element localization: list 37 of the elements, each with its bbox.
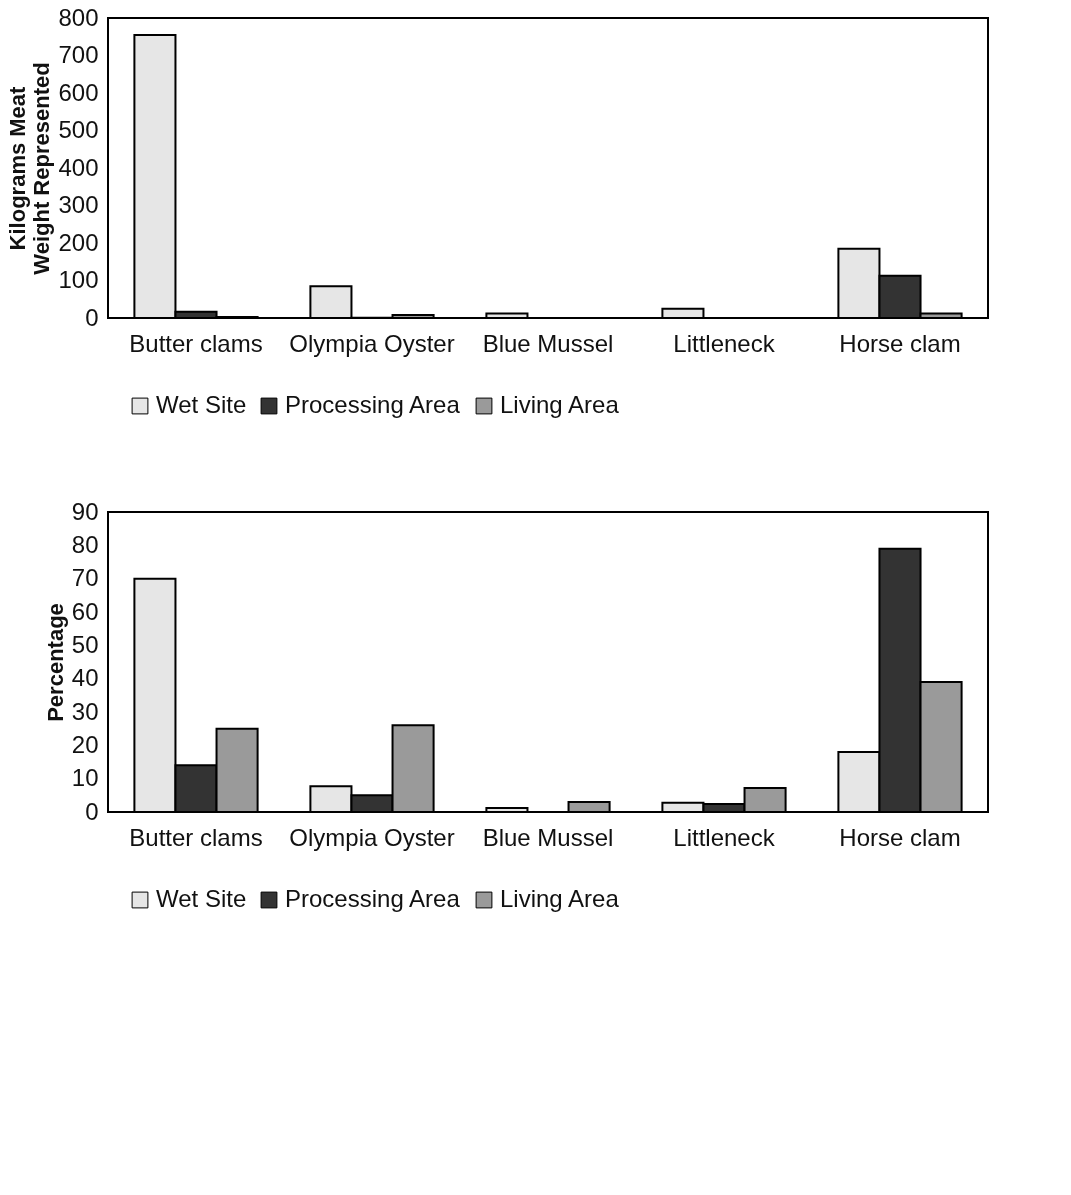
- y-axis-title: Percentage: [42, 603, 68, 722]
- legend-label: Wet Site: [156, 885, 247, 912]
- y-tick-label: 90: [71, 497, 99, 525]
- y-tick-label: 0: [85, 797, 99, 825]
- legend-label: Processing Area: [285, 885, 461, 912]
- y-axis-title: Kilograms Meat Weight Represented: [5, 62, 55, 275]
- x-tick-label: Littleneck: [673, 823, 776, 851]
- y-tick-label: 60: [71, 597, 99, 625]
- legend-label: Living Area: [500, 885, 620, 912]
- y-tick-label: 100: [58, 266, 99, 293]
- x-tick-label: Horse clam: [839, 329, 961, 357]
- legend-label: Processing Area: [285, 391, 461, 418]
- y-tick-label: 30: [71, 697, 99, 725]
- y-tick-label: 300: [58, 191, 99, 218]
- y-tick-label: 700: [58, 41, 99, 68]
- y-tick-label: 20: [71, 730, 99, 758]
- x-tick-label: Blue Mussel: [482, 329, 614, 357]
- y-tick-label: 400: [58, 153, 99, 181]
- y-tick-label: 70: [71, 564, 99, 592]
- legend-label: Wet Site: [156, 391, 247, 418]
- x-tick-label: Butter clams: [129, 823, 263, 851]
- x-tick-label: Butter clams: [129, 329, 263, 357]
- y-tick-label: 500: [58, 116, 99, 143]
- y-tick-label: 10: [71, 764, 99, 792]
- y-tick-label: 0: [85, 303, 99, 331]
- y-tick-label: 40: [71, 664, 99, 692]
- y-tick-label: 80: [71, 530, 99, 558]
- x-tick-label: Olympia Oyster: [289, 823, 455, 851]
- x-tick-label: Olympia Oyster: [289, 329, 455, 357]
- y-tick-label: 800: [58, 3, 99, 31]
- legend-label: Living Area: [500, 391, 620, 418]
- x-tick-label: Horse clam: [839, 823, 961, 851]
- x-tick-label: Littleneck: [673, 329, 776, 357]
- y-tick-label: 200: [58, 228, 99, 256]
- y-tick-label: 600: [58, 78, 99, 106]
- y-tick-label: 50: [71, 630, 99, 658]
- x-tick-label: Blue Mussel: [482, 823, 614, 851]
